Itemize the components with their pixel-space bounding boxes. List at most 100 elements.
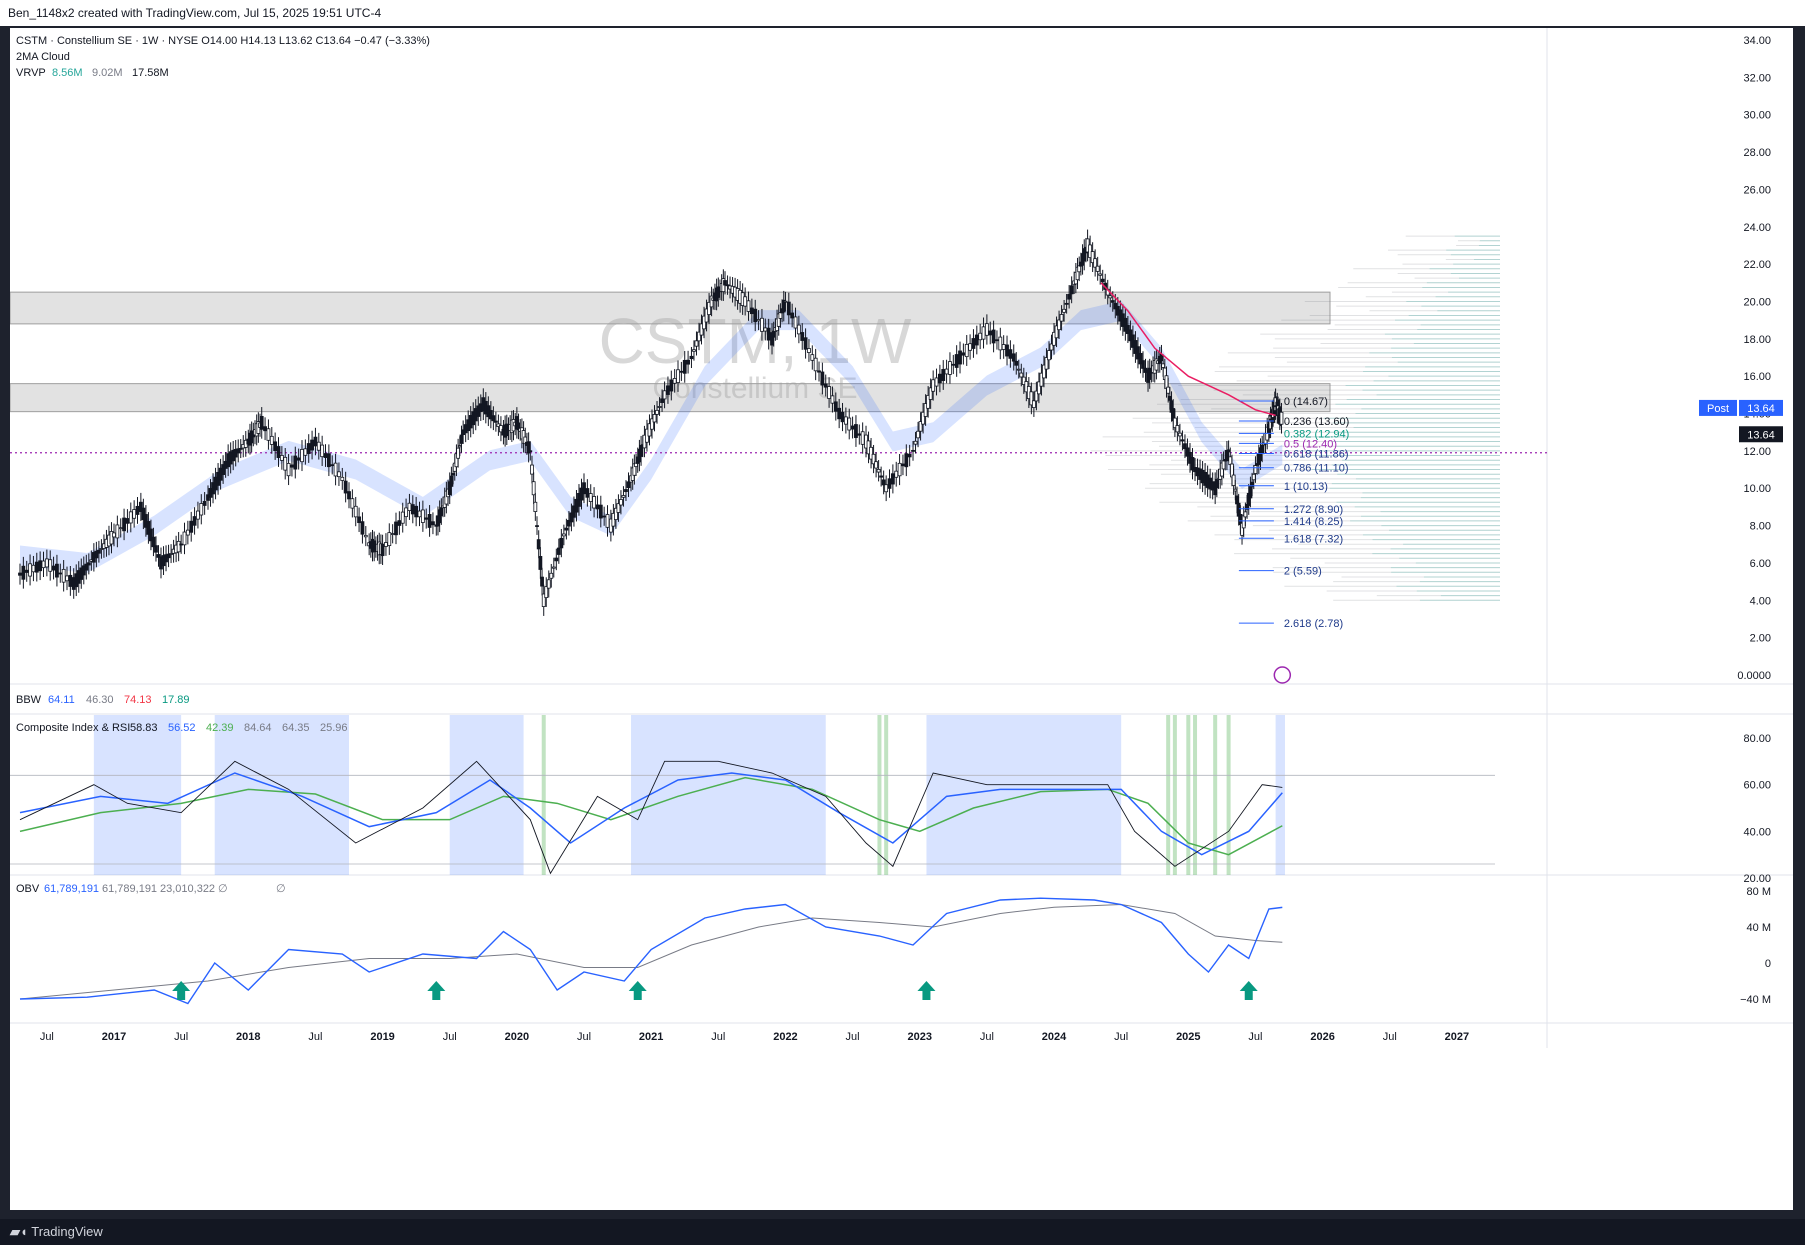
candle-body xyxy=(1098,273,1103,276)
buy-arrow-icon xyxy=(628,981,647,1000)
time-axis-tick: 2026 xyxy=(1310,1031,1334,1043)
candle-body xyxy=(279,455,284,461)
candle-body xyxy=(456,447,461,459)
candle-body xyxy=(135,505,140,515)
candle-body xyxy=(1044,357,1049,370)
bbw-value: 17.89 xyxy=(162,694,190,706)
candle-body xyxy=(185,529,190,536)
candle-body xyxy=(662,390,667,400)
candle-body xyxy=(340,476,345,481)
candle-body xyxy=(1167,395,1172,401)
candle-body xyxy=(964,343,969,358)
candle-body xyxy=(360,521,365,535)
fib-level-label: 1 (10.13) xyxy=(1284,481,1328,493)
candle-body xyxy=(968,343,972,351)
price-axis-tick: 4.00 xyxy=(1750,595,1771,607)
chart-svg[interactable]: CSTM, 1WConstellium SE0 (14.67)0.236 (13… xyxy=(9,28,1793,1210)
fib-level-label: 2.618 (2.78) xyxy=(1284,618,1343,630)
candle-body xyxy=(1059,314,1064,322)
candle-body xyxy=(998,336,1003,351)
lightning-icon[interactable] xyxy=(1273,666,1292,684)
candle-body xyxy=(1279,411,1284,425)
candle-body xyxy=(1095,265,1100,272)
candle-body xyxy=(830,395,835,404)
candle-body xyxy=(725,284,730,287)
time-axis-tick: 2027 xyxy=(1445,1031,1469,1043)
candle-body xyxy=(536,539,541,550)
time-axis-tick: 2019 xyxy=(370,1031,394,1043)
candle-body xyxy=(457,445,462,448)
candle-body xyxy=(1021,376,1026,385)
time-axis-tick: 2020 xyxy=(505,1031,529,1043)
candle-body xyxy=(1011,353,1016,362)
time-axis-tick: Jul xyxy=(846,1031,860,1043)
candle-body xyxy=(94,550,99,559)
price-axis-tick: 26.00 xyxy=(1743,184,1771,196)
candle-body xyxy=(300,449,304,463)
tradingview-logo-icon: ▰◖ xyxy=(10,1224,28,1239)
candle-body xyxy=(407,502,412,511)
candle-body xyxy=(971,338,976,349)
rsi-fast-line xyxy=(19,772,1283,856)
price-axis-tick: 6.00 xyxy=(1750,558,1771,570)
candle-body xyxy=(556,547,561,555)
time-axis-tick: Jul xyxy=(443,1031,457,1043)
candle-body xyxy=(823,383,828,388)
candle-body xyxy=(259,415,264,430)
candle-body xyxy=(276,446,281,458)
candle-body xyxy=(881,479,886,486)
candle-body xyxy=(934,377,939,387)
candle-body xyxy=(24,569,29,573)
candle-body xyxy=(827,386,831,399)
candle-body xyxy=(616,503,621,513)
candle-body xyxy=(1047,350,1051,361)
legend-symbol-line: CSTM · Constellium SE · 1W · NYSE O14.00… xyxy=(16,35,430,47)
candle-body xyxy=(296,457,301,461)
price-axis-tick: 12.00 xyxy=(1743,446,1771,458)
candle-body xyxy=(984,323,989,336)
candle-body xyxy=(746,300,751,312)
fib-level-label: 0.618 (11.86) xyxy=(1284,448,1349,460)
candle-body xyxy=(414,505,419,518)
candle-body xyxy=(424,517,429,520)
candle-body xyxy=(530,464,534,475)
candle-body xyxy=(847,417,852,431)
candle-body xyxy=(350,498,355,509)
composite-value: 58.83 xyxy=(130,722,158,734)
candle-body xyxy=(1141,360,1145,369)
candle-body xyxy=(655,409,659,415)
candle-body xyxy=(1064,302,1069,305)
candle-body xyxy=(1008,349,1013,359)
candle-body xyxy=(290,464,294,468)
chart-area[interactable]: CSTM, 1WConstellium SE0 (14.67)0.236 (13… xyxy=(9,28,1793,1210)
price-axis-tick: 28.00 xyxy=(1743,147,1771,159)
fib-level-label: 1.272 (8.90) xyxy=(1284,504,1343,516)
candle-body xyxy=(363,534,368,538)
candle-body xyxy=(585,488,590,498)
candle-body xyxy=(51,565,56,571)
candle-body xyxy=(783,300,788,303)
candle-body xyxy=(692,349,696,352)
candle-body xyxy=(154,545,158,553)
candle-body xyxy=(221,464,226,475)
candle-body xyxy=(1100,278,1105,283)
rsi-green-marker xyxy=(1166,715,1171,875)
time-axis-tick: 2017 xyxy=(102,1031,126,1043)
composite-value: 56.52 xyxy=(168,722,196,734)
candle-body xyxy=(55,563,59,578)
rsi-axis-tick: 60.00 xyxy=(1743,780,1771,792)
candle-body xyxy=(58,572,63,575)
candle-body xyxy=(236,448,241,454)
candle-body xyxy=(488,410,493,420)
candle-body xyxy=(890,473,895,485)
candle-body xyxy=(326,453,331,468)
candle-body xyxy=(96,549,101,554)
candle-body xyxy=(1235,495,1239,505)
candle-body xyxy=(164,554,168,563)
candle-body xyxy=(771,330,776,338)
composite-value: 64.35 xyxy=(282,722,310,734)
candle-body xyxy=(182,531,187,546)
candle-body xyxy=(850,425,855,430)
candle-body xyxy=(394,521,398,536)
obv-value: 23,010,322 xyxy=(160,883,215,895)
